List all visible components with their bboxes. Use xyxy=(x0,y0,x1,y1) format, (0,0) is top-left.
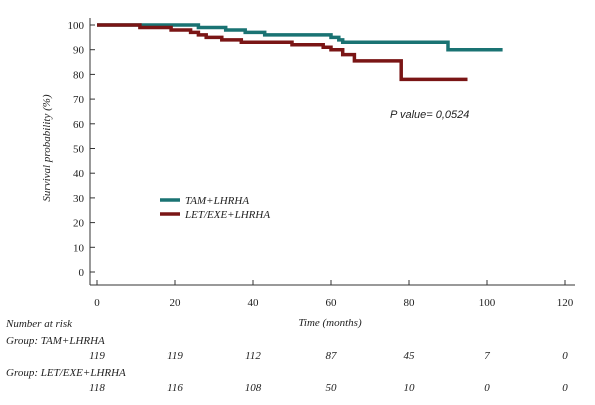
risk-table-title: Number at risk xyxy=(6,318,72,330)
risk-count: 50 xyxy=(325,382,337,394)
series-line-let xyxy=(97,23,468,82)
risk-count: 87 xyxy=(325,350,337,362)
legend-label-tam: TAM+LHRHA xyxy=(185,195,249,207)
legend: TAM+LHRHA LET/EXE+LHRHA xyxy=(160,195,270,221)
series-lines xyxy=(97,23,503,82)
y-tick-label: 50 xyxy=(73,144,85,156)
axes xyxy=(89,18,575,286)
p-value-annotation: P value= 0,0524 xyxy=(390,109,469,121)
y-tick-label: 0 xyxy=(79,267,85,279)
risk-count: 112 xyxy=(245,350,261,362)
risk-count: 0 xyxy=(562,382,568,394)
y-tick-label: 60 xyxy=(73,119,85,131)
risk-count: 116 xyxy=(167,382,183,394)
legend-label-let: LET/EXE+LHRHA xyxy=(184,209,270,221)
y-tick-label: 100 xyxy=(68,20,85,32)
risk-group-label-let: Group: LET/EXE+LHRHA xyxy=(6,367,126,379)
risk-count: 0 xyxy=(484,382,490,394)
series-line-tam xyxy=(97,23,503,52)
y-tick-label: 80 xyxy=(73,69,85,81)
x-axis-label: Time (months) xyxy=(298,317,362,329)
y-axis-label: Survival probability (%) xyxy=(41,94,53,201)
risk-count: 119 xyxy=(167,350,183,362)
risk-count: 118 xyxy=(89,382,105,394)
x-tick-label: 0 xyxy=(94,297,100,309)
y-tick-label: 40 xyxy=(73,168,85,180)
y-tick-label: 70 xyxy=(73,94,85,106)
x-tick-label: 120 xyxy=(557,297,574,309)
risk-group-label-tam: Group: TAM+LHRHA xyxy=(6,335,105,347)
y-tick-label: 90 xyxy=(73,45,85,57)
x-tick-label: 40 xyxy=(248,297,260,309)
y-tick-label: 20 xyxy=(73,218,85,230)
tick-labels: 0 10 20 30 40 50 60 70 80 90 100 0 20 40 60 80 100 120 xyxy=(68,20,574,309)
x-tick-label: 60 xyxy=(326,297,338,309)
x-tick-label: 80 xyxy=(404,297,416,309)
y-tick-label: 10 xyxy=(73,242,85,254)
risk-count: 0 xyxy=(562,350,568,362)
x-tick-label: 100 xyxy=(479,297,496,309)
y-tick-label: 30 xyxy=(73,193,85,205)
risk-count: 10 xyxy=(403,382,415,394)
risk-count: 45 xyxy=(403,350,415,362)
risk-count: 108 xyxy=(244,382,262,394)
x-tick-label: 20 xyxy=(170,297,182,309)
risk-count: 7 xyxy=(484,350,490,362)
risk-count: 119 xyxy=(89,350,105,362)
